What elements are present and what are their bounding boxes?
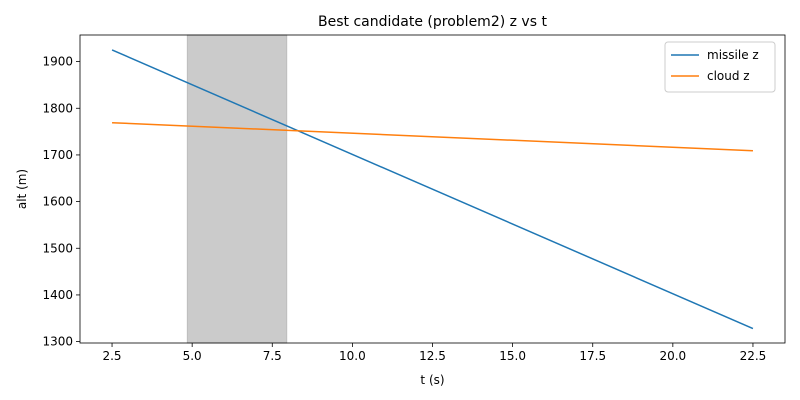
- x-axis-ticks: 2.5 5.0 7.5 10.0 12.5 15.0 17.5 20.0 22.5: [102, 343, 766, 363]
- chart-title: Best candidate (problem2) z vs t: [318, 14, 547, 30]
- shaded-interval: [186, 34, 288, 344]
- x-tick-label: 12.5: [419, 349, 446, 363]
- x-tick-label: 22.5: [740, 349, 767, 363]
- x-tick-label: 5.0: [183, 349, 202, 363]
- y-tick-label: 1400: [42, 288, 73, 302]
- x-tick-label: 20.0: [659, 349, 686, 363]
- series-line-missile-z: [111, 49, 754, 330]
- y-tick-label: 1700: [42, 148, 73, 162]
- x-tick-label: 7.5: [263, 349, 282, 363]
- x-tick-label: 15.0: [499, 349, 526, 363]
- legend-label: cloud z: [707, 69, 750, 83]
- y-tick-label: 1600: [42, 195, 73, 209]
- series-line-cloud-z: [112, 121, 753, 152]
- x-tick-label: 10.0: [339, 349, 366, 363]
- x-axis-label: t (s): [420, 373, 444, 387]
- y-tick-label: 1900: [42, 55, 73, 69]
- y-tick-label: 1800: [42, 101, 73, 115]
- series-layer: [111, 49, 754, 330]
- x-tick-label: 17.5: [579, 349, 606, 363]
- shaded-region-layer: [186, 34, 288, 344]
- legend: missile z cloud z: [664, 41, 776, 93]
- legend-label: missile z: [707, 48, 759, 62]
- y-axis-label: alt (m): [15, 169, 29, 209]
- x-tick-label: 2.5: [102, 349, 121, 363]
- y-tick-label: 1300: [42, 335, 73, 349]
- y-tick-label: 1500: [42, 241, 73, 255]
- y-axis-ticks: 1300 1400 1500 1600 1700 1800 1900: [42, 55, 80, 349]
